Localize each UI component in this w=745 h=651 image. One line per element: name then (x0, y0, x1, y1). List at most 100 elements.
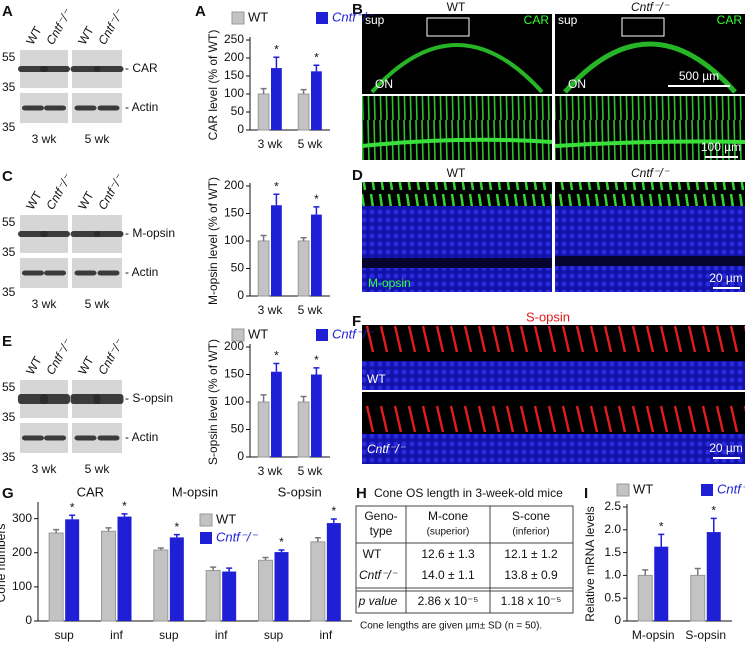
panel-letter: A (195, 3, 206, 20)
significance: * (274, 179, 279, 193)
table-cell: p value (358, 594, 398, 608)
y-tick-label: 1.0 (604, 568, 621, 582)
y-axis-label: Cone numbers (0, 524, 8, 603)
table-cell: Cntf⁻/⁻ (359, 568, 399, 582)
x-tick-label: 3 wk (258, 464, 284, 478)
image-title: S-opsin (526, 309, 570, 324)
y-tick-label: 1.5 (604, 545, 621, 559)
age-label: 3 wk (32, 132, 58, 146)
panel-letter: I (584, 485, 588, 502)
bar (311, 71, 322, 130)
age-label: 3 wk (32, 462, 58, 476)
blot-band (40, 231, 71, 237)
panel-letter: F (352, 313, 361, 330)
x-tick-label: S-opsin (685, 628, 726, 642)
lane-label: Cntf⁻/⁻ (43, 171, 75, 212)
legend-swatch (616, 483, 630, 497)
y-tick-label: 100 (224, 86, 244, 100)
table-cell: 12.1 ± 1.2 (504, 547, 558, 561)
band-label: - S-opsin (125, 391, 173, 405)
band-label: - CAR (125, 61, 158, 75)
panel-letter: D (352, 167, 363, 184)
table-cell: 14.0 ± 1.1 (421, 568, 475, 582)
legend-label: Cntf⁻/⁻ (216, 529, 258, 544)
scale-label: 20 µm (709, 271, 743, 285)
y-tick-label: 200 (224, 339, 244, 353)
bar (297, 401, 310, 458)
error-bar (121, 513, 128, 517)
table-footnote: Cone lengths are given µm± SD (n = 50). (360, 621, 542, 632)
y-tick-label: 300 (12, 511, 32, 525)
x-tick-label: M-opsin (632, 628, 675, 642)
blot-band (93, 231, 124, 237)
age-label: 5 wk (85, 462, 111, 476)
significance: * (314, 50, 319, 64)
image-label: ON (568, 77, 586, 91)
image-title: WT (447, 166, 466, 180)
scale-label: 500 µm (679, 69, 719, 83)
error-bar (278, 549, 285, 553)
table-header: S-cone (512, 509, 550, 523)
bar (297, 93, 310, 131)
bar (706, 532, 721, 621)
y-axis-label: Relative mRNA levels (583, 506, 597, 621)
image-title: Cntf⁻/⁻ (631, 166, 671, 180)
error-bar (262, 556, 269, 561)
table-header: (superior) (427, 527, 470, 538)
legend-swatch (316, 12, 328, 24)
cone-layer (555, 182, 745, 206)
panel-letter: E (2, 333, 12, 350)
bar (271, 205, 282, 296)
image-label: sup (365, 13, 385, 27)
lane-label: Cntf⁻/⁻ (95, 171, 127, 212)
image-title: Cntf⁻/⁻ (631, 0, 671, 14)
blot-band (44, 435, 67, 441)
layer (361, 137, 553, 148)
error-bar (273, 362, 280, 372)
error-bar (313, 367, 320, 375)
legend-swatch (231, 328, 245, 342)
x-tick-label: 3 wk (258, 303, 284, 317)
table-cell: 1.18 x 10⁻⁵ (501, 594, 562, 608)
y-tick-label: 200 (224, 50, 244, 64)
panel-letter: B (352, 1, 363, 18)
lane-label: WT (23, 188, 45, 212)
y-tick-label: 0 (614, 613, 621, 627)
error-bar (710, 517, 717, 533)
bar (311, 214, 322, 296)
marker-label: 55 (2, 50, 16, 64)
legend-label: Cntf⁻/⁻ (717, 481, 745, 496)
scale-label: 100 µm (701, 140, 741, 154)
lane-label: Cntf⁻/⁻ (95, 336, 127, 377)
age-label: 3 wk (32, 297, 58, 311)
blot-band (21, 270, 44, 276)
marker-label: 55 (2, 215, 16, 229)
error-bar (157, 547, 164, 551)
bar (258, 559, 273, 622)
error-bar (694, 567, 701, 576)
blot-band (93, 394, 124, 404)
significance: * (314, 353, 319, 367)
image-label: CAR (524, 13, 550, 27)
table-header: Geno- (364, 509, 397, 523)
significance: * (274, 42, 279, 56)
legend-label: WT (248, 9, 268, 24)
x-tick-label: 5 wk (298, 464, 324, 478)
table-header: (inferior) (512, 527, 549, 538)
table-title: Cone OS length in 3-week-old mice (374, 486, 563, 500)
x-tick-label: inf (319, 628, 332, 642)
marker-label: 35 (2, 245, 16, 259)
bar (274, 552, 289, 621)
significance: * (174, 520, 179, 534)
significance: * (274, 349, 279, 363)
y-tick-label: 50 (231, 261, 245, 275)
image-label: Cntf⁻/⁻ (367, 442, 407, 456)
significance: * (659, 520, 664, 534)
blot-band (97, 270, 120, 276)
blot-band (97, 105, 120, 111)
legend-label: Cntf⁻/⁻ (332, 326, 374, 341)
blot-band (21, 105, 44, 111)
bar (271, 68, 282, 130)
blot-band (97, 435, 120, 441)
